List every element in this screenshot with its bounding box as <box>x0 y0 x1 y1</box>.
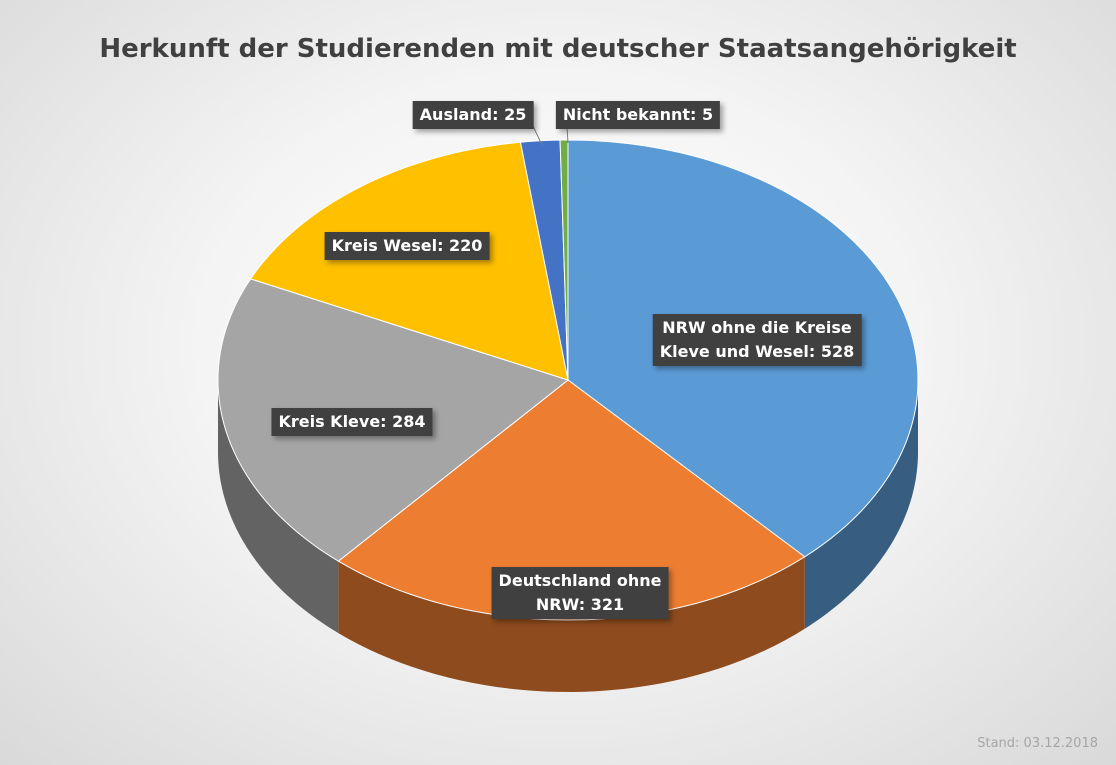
slice-side <box>338 556 805 692</box>
data-label: Ausland: 25 <box>412 101 534 129</box>
slice <box>337 379 806 621</box>
data-label: Deutschland ohne NRW: 321 <box>491 567 669 619</box>
data-label: Kreis Wesel: 220 <box>324 232 490 260</box>
leader-line <box>531 123 543 146</box>
note: Stand: 03.12.2018 <box>977 736 1098 751</box>
slice-side <box>218 380 339 634</box>
chart-title: Herkunft der Studierenden mit deutscher … <box>99 34 1017 64</box>
slice <box>559 139 569 381</box>
data-label: Nicht bekannt: 5 <box>555 101 721 129</box>
slice-side <box>804 380 918 629</box>
slice <box>249 141 569 381</box>
data-label: NRW ohne die Kreise Kleve und Wesel: 528 <box>652 314 862 366</box>
leader-line <box>566 126 569 144</box>
data-label: Kreis Kleve: 284 <box>271 408 433 436</box>
